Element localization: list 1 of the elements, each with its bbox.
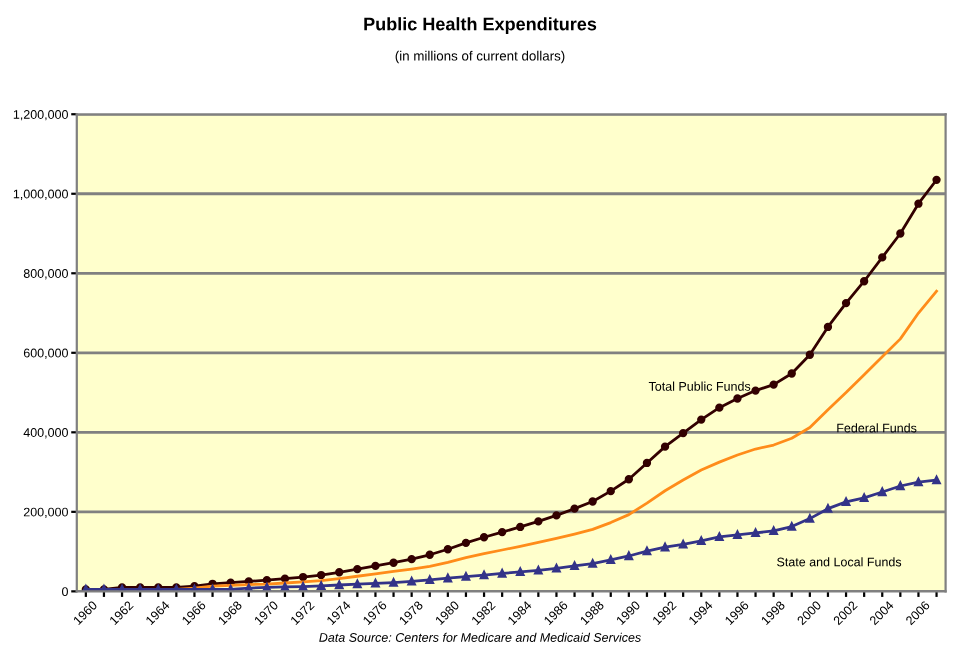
- chart-title: Public Health Expenditures: [364, 17, 597, 34]
